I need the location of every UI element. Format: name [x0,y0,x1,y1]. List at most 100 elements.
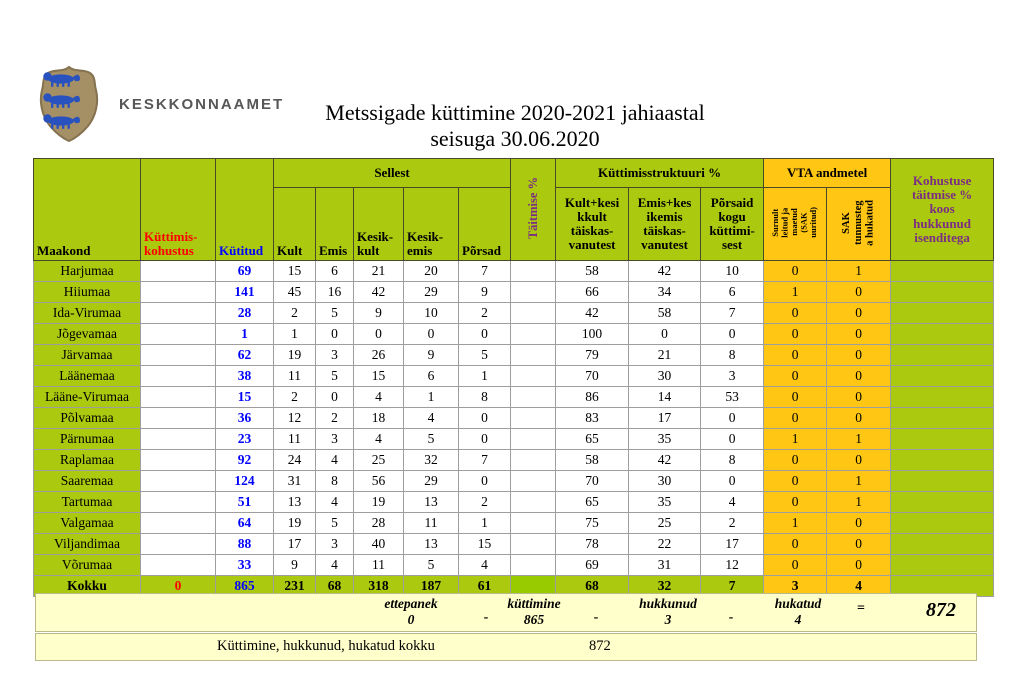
cell-porsaid-pct: 3 [700,365,765,387]
cell-kesik-emis: 11 [403,512,459,534]
cell-porsad: 0 [457,323,512,345]
cell-kesik-emis: 32 [403,449,459,471]
equals-operator: = [857,601,865,616]
cell-kesik-emis: 13 [403,533,459,555]
cell-emis: 5 [315,302,354,324]
summary-total-value: 872 [589,638,611,654]
cell-kohustuse [890,533,995,555]
cell-kohustus: 0 [140,575,216,597]
col-header-surnult-leitud: Surnult leitud ja maetud (SAK uuritud) [763,187,828,261]
table-row: Võrumaa 33 9 4 11 5 4 69 31 12 0 0 [33,554,995,576]
cell-taitmise [510,344,557,366]
cell-porsaid-pct: 0 [700,428,765,450]
cell-emis: 5 [315,365,354,387]
cell-taitmise [510,386,557,408]
cell-porsaid-pct: 10 [700,260,765,282]
cell-emis: 0 [315,386,354,408]
cell-kesik-emis: 5 [403,554,459,576]
cell-kesik-kult: 4 [353,386,404,408]
summary-total: Küttimine, hukkunud, hukatud kokku 872 [35,633,977,661]
cell-taitmise [510,260,557,282]
cell-porsad: 15 [457,533,512,555]
cell-kohustus [140,260,216,282]
cell-porsaid-pct: 8 [700,344,765,366]
summary-total-label: Küttimine, hukkunud, hukatud kokku [217,638,435,654]
cell-kesik-emis: 0 [403,323,459,345]
table-row: Harjumaa 69 15 6 21 20 7 58 42 10 0 1 [33,260,995,282]
cell-kesik-emis: 5 [403,428,459,450]
cell-porsaid-pct: 0 [700,407,765,429]
cell-surnult: 0 [763,533,828,555]
cell-kohustuse [890,512,995,534]
cell-kohustuse [890,491,995,513]
col-header-kutitud: Kütitud [215,158,274,261]
cell-sak: 0 [826,302,892,324]
cell-kult-pct: 42 [555,302,630,324]
cell-porsaid-pct: 7 [700,302,765,324]
sak-rotated-label: SAK tunnusteg a hukatud [840,199,876,246]
cell-sak: 0 [826,407,892,429]
cell-porsaid-pct: 0 [700,323,765,345]
cell-kesik-emis: 20 [403,260,459,282]
cell-kult-pct: 65 [555,428,630,450]
cell-surnult: 0 [763,491,828,513]
cell-emis: 4 [315,449,354,471]
cell-kohustus [140,491,216,513]
cell-sak: 0 [826,365,892,387]
cell-kutitud: 36 [215,407,274,429]
cell-kult: 2 [273,302,316,324]
cell-kesik-emis: 10 [403,302,459,324]
summary-calc: ettepanek 0 - küttimine 865 - hukkunud 3… [35,593,977,632]
cell-surnult: 0 [763,449,828,471]
cell-porsad: 0 [457,470,512,492]
cell-kutitud: 92 [215,449,274,471]
cell-surnult: 1 [763,512,828,534]
cell-surnult: 0 [763,365,828,387]
cell-maakond: Harjumaa [33,260,141,282]
col-header-kuttimiskohustus: Küttimis- kohustus [140,158,216,261]
title-line-1: Metssigade küttimine 2020-2021 jahiaasta… [325,100,705,125]
col-header-maakond: Maakond [33,158,141,261]
cell-emis: 3 [315,533,354,555]
total-row: Kokku 0 865 231 68 318 187 61 68 32 7 3 4 [33,575,995,597]
cell-emis-pct: 25 [628,512,702,534]
col-header-kult: Kult [273,187,316,261]
cell-surnult: 0 [763,260,828,282]
cell-kohustuse [890,449,995,471]
cell-sak: 1 [826,428,892,450]
org-name: KESKKONNAAMET [119,95,285,113]
cell-taitmise [510,491,557,513]
cell-kult-pct: 69 [555,554,630,576]
col-header-kohustuse-taitmise: Kohustuse täitmise % koos hukkunud isend… [890,158,995,261]
cell-kesik-emis: 4 [403,407,459,429]
cell-kesik-emis: 29 [403,470,459,492]
cell-kutitud: 88 [215,533,274,555]
cell-kesik-emis: 29 [403,281,459,303]
cell-porsad: 9 [457,281,512,303]
cell-kult: 2 [273,386,316,408]
col-header-sak-hukatud: SAK tunnusteg a hukatud [826,187,892,261]
cell-surnult: 0 [763,302,828,324]
table-row: Saaremaa 124 31 8 56 29 0 70 30 0 0 1 [33,470,995,492]
cell-maakond: Võrumaa [33,554,141,576]
cell-porsaid-pct: 8 [700,449,765,471]
cell-emis-pct: 0 [628,323,702,345]
group-header-kuttimisstruktuur: Küttimisstruktuuri % [555,158,765,188]
cell-porsaid-pct: 4 [700,491,765,513]
cell-sak: 0 [826,386,892,408]
col-header-emis: Emis [315,187,354,261]
table-header: Maakond Küttimis- kohustus Kütitud Selle… [33,158,995,261]
cell-kutitud: 28 [215,302,274,324]
cell-emis: 5 [315,512,354,534]
cell-taitmise [510,575,557,597]
cell-kesik-kult: 0 [353,323,404,345]
cell-kohustuse [890,386,995,408]
cell-kult-pct: 66 [555,281,630,303]
cell-kohustus [140,428,216,450]
cell-maakond: Valgamaa [33,512,141,534]
cell-kohustus [140,407,216,429]
cell-taitmise [510,533,557,555]
cell-kesik-kult: 26 [353,344,404,366]
cell-kohustuse [890,344,995,366]
cell-surnult: 0 [763,344,828,366]
